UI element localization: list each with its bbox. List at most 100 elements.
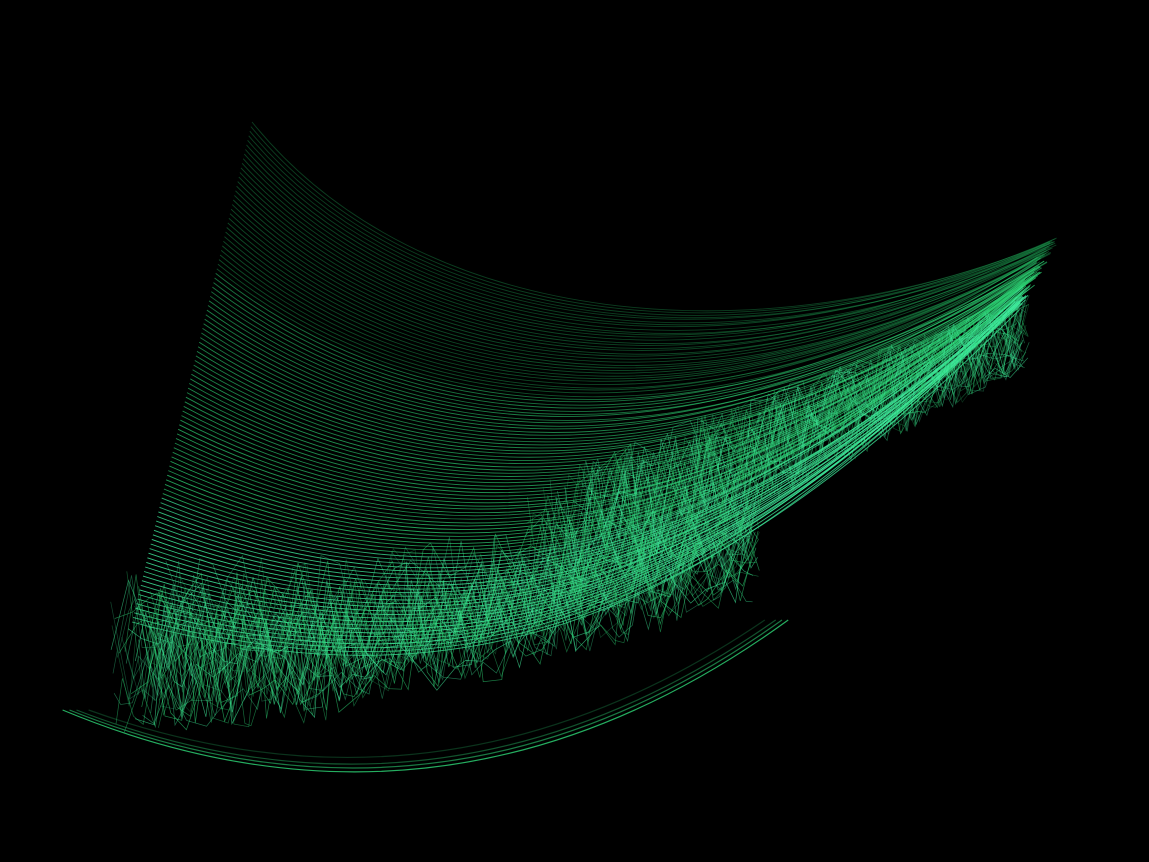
noise-line: [538, 312, 1024, 603]
curve-line: [232, 199, 1048, 355]
curve-line: [164, 285, 1023, 548]
curve-line: [213, 261, 1038, 406]
curve-line: [234, 195, 1054, 351]
curve-line: [223, 240, 1045, 380]
noise-line: [113, 505, 752, 705]
curve-line: [183, 276, 1036, 490]
curve-line: [207, 267, 1042, 421]
curve-line: [192, 271, 1038, 464]
noise-line: [523, 345, 1027, 628]
noise-line: [165, 498, 758, 681]
noise-line: [150, 532, 751, 727]
curve-line: [247, 140, 1057, 320]
curve-line: [231, 204, 1049, 357]
noise-line: [138, 471, 754, 657]
curve-line: [220, 250, 1041, 385]
curve-line: [135, 300, 1016, 645]
noise-line: [130, 537, 759, 695]
curve-line: [251, 121, 1051, 312]
noise-line: [125, 517, 746, 695]
noise-line: [150, 507, 754, 700]
noise-line: [571, 309, 1027, 608]
curve-line: [182, 276, 1028, 493]
curve-line: [204, 262, 1037, 430]
noise-line: [112, 516, 753, 685]
curve-line: [222, 245, 1050, 382]
noise-line: [148, 509, 759, 705]
noise-line: [111, 509, 760, 717]
noise-line: [569, 340, 1024, 587]
noise-line: [571, 315, 1025, 577]
noise-line: [566, 302, 1024, 593]
curve-line: [206, 260, 1045, 424]
curve-line: [237, 181, 1051, 344]
curve-line: [159, 287, 1024, 565]
curve-line: [153, 295, 1023, 583]
noise-line: [542, 303, 1025, 574]
noise-line: [522, 308, 1018, 625]
curve-line: [201, 271, 1035, 440]
arc-line: [62, 619, 789, 773]
noise-line: [138, 530, 751, 719]
curve-line: [208, 257, 1041, 417]
noise-line: [535, 335, 1025, 606]
curve-line: [248, 135, 1055, 319]
curve-line: [211, 265, 1040, 412]
curve-line: [147, 303, 1023, 605]
curve-line: [168, 285, 1027, 537]
noise-line: [118, 516, 760, 719]
noise-line: [583, 313, 1025, 545]
curve-line: [225, 231, 1051, 374]
noise-line: [141, 487, 751, 696]
curve-line: [209, 265, 1041, 415]
noise-line: [546, 315, 1023, 556]
curve-line: [243, 153, 1056, 328]
noise-line: [559, 324, 1027, 581]
noise-line: [548, 295, 1030, 609]
curve-line: [203, 268, 1035, 433]
curve-line: [228, 217, 1045, 366]
noise-line: [573, 330, 1029, 558]
curve-line: [218, 253, 1046, 391]
curve-line: [250, 126, 1052, 314]
curve-line: [196, 272, 1035, 452]
curve-line: [215, 261, 1048, 400]
noise-line: [148, 547, 757, 731]
noise-line: [151, 500, 757, 672]
noise-line: [598, 314, 1024, 551]
curve-line: [245, 149, 1055, 326]
curve-line: [217, 253, 1045, 394]
noise-line: [110, 522, 754, 705]
noise-line: [110, 486, 760, 688]
noise-line: [145, 507, 750, 689]
curve-line: [160, 285, 1024, 561]
curve-line: [134, 303, 1021, 649]
curve-line: [240, 167, 1051, 336]
noise-line: [523, 323, 1017, 625]
noise-line: [564, 331, 1022, 582]
noise-line: [555, 315, 1030, 592]
curve-line: [188, 275, 1032, 474]
curve-line: [137, 300, 1021, 637]
noise-line: [167, 505, 758, 674]
curve-line: [219, 254, 1041, 389]
curve-line: [230, 208, 1047, 360]
curve-line: [242, 158, 1057, 331]
curve-line: [197, 271, 1042, 449]
curve-line: [214, 256, 1038, 403]
curve-line: [165, 291, 1024, 544]
arc-line: [76, 619, 777, 765]
noise-line: [524, 312, 1025, 615]
curve-line: [205, 266, 1041, 427]
noise-line: [124, 514, 751, 688]
curve-line: [195, 267, 1036, 455]
noise-line: [160, 486, 758, 688]
arc-line: [69, 619, 783, 769]
noise-line: [557, 328, 1017, 564]
noise-line: [115, 533, 757, 725]
curve-line: [163, 284, 1023, 551]
noise-line: [127, 516, 751, 700]
curve-line: [229, 213, 1047, 363]
curve-line: [238, 176, 1051, 341]
